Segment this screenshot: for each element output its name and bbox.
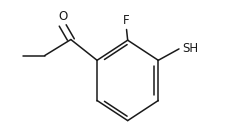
- Text: F: F: [123, 14, 129, 27]
- Text: O: O: [58, 10, 67, 23]
- Text: SH: SH: [182, 42, 198, 55]
